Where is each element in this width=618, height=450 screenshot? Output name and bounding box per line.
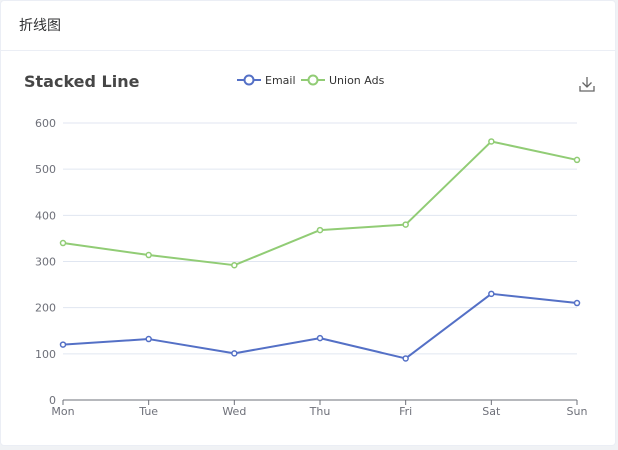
data-point-union-ads[interactable] <box>488 138 495 145</box>
x-tick-label: Sun <box>567 405 588 418</box>
data-point-union-ads[interactable] <box>573 156 581 164</box>
card-header: 折线图 <box>1 1 615 51</box>
data-point-union-ads[interactable] <box>316 226 324 234</box>
y-tick-label: 0 <box>49 394 56 407</box>
data-point-email[interactable] <box>488 290 495 298</box>
data-point-union-ads[interactable] <box>59 239 67 247</box>
x-tick-label: Wed <box>222 405 246 418</box>
x-axis: Mon Tue Wed Thu Fri Sat Sun <box>51 399 588 418</box>
data-point-email[interactable] <box>573 299 581 307</box>
legend-email-marker-icon <box>243 74 255 86</box>
series-line-union-ads <box>62 140 578 267</box>
grid-lines <box>63 122 577 355</box>
legend: Email Union Ads <box>237 74 385 87</box>
series-line-email <box>62 292 578 360</box>
download-icon[interactable] <box>579 77 595 92</box>
y-tick-label: 400 <box>35 209 56 222</box>
x-tick-label: Sat <box>482 405 501 418</box>
data-point-email[interactable] <box>231 350 238 357</box>
y-tick-label: 200 <box>35 302 56 315</box>
data-point-email[interactable] <box>316 334 324 342</box>
x-tick-label: Mon <box>51 405 74 418</box>
y-axis-labels: 0 100 200 300 400 500 600 <box>35 117 56 407</box>
data-point-union-ads[interactable] <box>402 221 409 228</box>
y-tick-label: 100 <box>35 348 56 361</box>
legend-label-union-ads: Union Ads <box>329 74 385 87</box>
data-point-union-ads[interactable] <box>145 251 152 259</box>
data-point-email[interactable] <box>402 355 409 362</box>
data-point-email[interactable] <box>145 335 152 343</box>
chart-title: Stacked Line <box>24 72 140 91</box>
chart-area: Stacked Line Email Union Ads 0 100 200 30 <box>1 52 617 447</box>
legend-item-email[interactable]: Email <box>237 74 296 87</box>
x-tick-label: Tue <box>138 405 158 418</box>
legend-union-ads-marker-icon <box>307 74 319 86</box>
data-point-email[interactable] <box>59 341 67 348</box>
x-tick-label: Fri <box>399 405 412 418</box>
series-lines <box>59 138 581 362</box>
x-tick-label: Thu <box>309 405 331 418</box>
y-tick-label: 500 <box>35 163 56 176</box>
legend-item-union-ads[interactable]: Union Ads <box>301 74 385 87</box>
y-tick-label: 600 <box>35 117 56 130</box>
y-tick-label: 300 <box>35 256 56 269</box>
legend-label-email: Email <box>265 74 296 87</box>
panel-title: 折线图 <box>19 18 61 34</box>
data-point-union-ads[interactable] <box>231 261 238 269</box>
